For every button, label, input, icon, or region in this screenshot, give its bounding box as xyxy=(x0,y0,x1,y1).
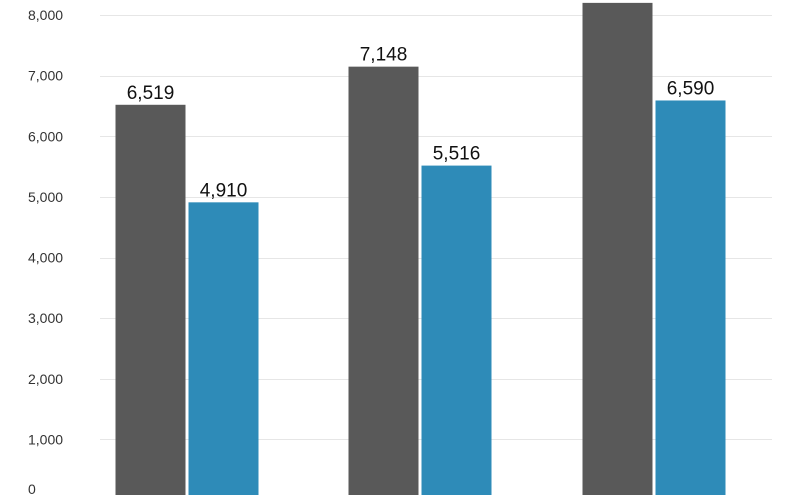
y-tick-label: 3,000 xyxy=(28,310,63,326)
y-tick-label: 0 xyxy=(28,481,36,495)
data-labels: 6,519 4,910 7,148 5,516 8,200 6,590 xyxy=(127,0,715,201)
y-tick-label: 5,000 xyxy=(28,189,63,205)
data-label: 6,590 xyxy=(667,78,715,99)
data-label: 8,200 xyxy=(594,0,642,2)
data-label: 4,910 xyxy=(200,180,248,201)
data-label: 7,148 xyxy=(360,45,408,66)
y-tick-label: 1,000 xyxy=(28,431,63,447)
y-tick-label: 2,000 xyxy=(28,371,63,387)
bar xyxy=(115,104,186,495)
y-axis-tick-labels: 0 1,000 2,000 3,000 4,000 5,000 6,000 7,000 8,00… xyxy=(28,7,63,495)
bar xyxy=(348,66,419,495)
y-tick-label: 8,000 xyxy=(28,7,63,23)
y-tick-label: 4,000 xyxy=(28,250,63,266)
bar xyxy=(582,2,653,495)
bar xyxy=(188,202,259,495)
bars xyxy=(115,2,726,495)
data-label: 5,516 xyxy=(433,144,481,165)
bar xyxy=(421,165,492,495)
bar xyxy=(655,100,726,495)
data-label: 6,519 xyxy=(127,83,175,104)
y-tick-label: 7,000 xyxy=(28,68,63,84)
y-tick-label: 6,000 xyxy=(28,128,63,144)
